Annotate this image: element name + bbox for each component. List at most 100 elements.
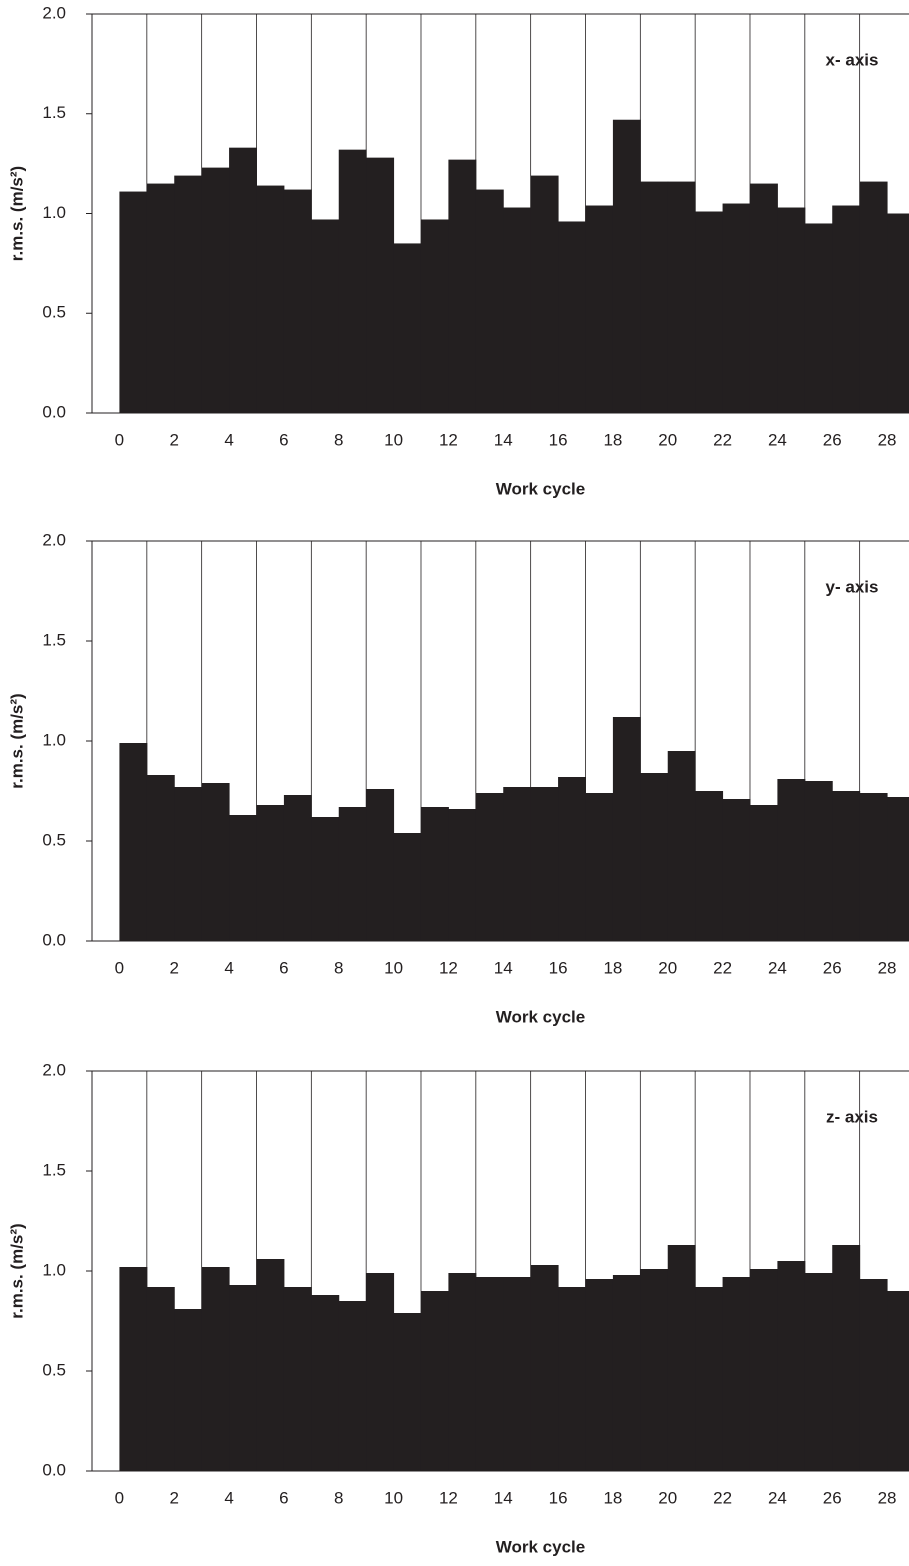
- y-tick-label: 2.0: [42, 530, 66, 549]
- x-tick-label: 14: [494, 430, 513, 449]
- bar: [859, 793, 888, 941]
- bar: [804, 1273, 833, 1471]
- bar: [558, 1287, 586, 1471]
- bar: [667, 181, 696, 413]
- bar: [777, 207, 806, 413]
- bar: [420, 807, 449, 941]
- bar: [119, 1267, 148, 1471]
- bar: [585, 1279, 614, 1471]
- x-tick-label: 20: [658, 958, 677, 977]
- y-tick-label: 0.5: [42, 303, 66, 322]
- bar: [530, 1265, 559, 1471]
- bar: [777, 1261, 806, 1471]
- y-tick-label: 0.5: [42, 1360, 66, 1379]
- x-tick-label: 10: [384, 430, 403, 449]
- bar: [804, 781, 833, 941]
- x-tick-label: 12: [439, 430, 458, 449]
- y-tick-label: 1.0: [42, 730, 66, 749]
- bar: [749, 183, 778, 413]
- x-tick-label: 0: [115, 1488, 124, 1507]
- x-tick-label: 28: [878, 958, 897, 977]
- x-tick-label: 14: [494, 958, 513, 977]
- bar: [146, 1287, 175, 1471]
- bar: [887, 797, 909, 941]
- bar: [311, 1295, 340, 1471]
- x-tick-label: 18: [603, 430, 622, 449]
- bar: [777, 779, 806, 941]
- bar: [530, 787, 559, 941]
- bar: [722, 1277, 751, 1471]
- chart-panel: 0.00.51.01.52.00 2 4 6 8 10 12 14 16 18 20 22 24 26 28…: [7, 1060, 909, 1556]
- bar: [859, 181, 888, 413]
- y-tick-label: 0.5: [42, 830, 66, 849]
- y-tick-label: 2.0: [42, 3, 66, 22]
- bar: [201, 783, 230, 941]
- bar: [338, 807, 367, 941]
- bar: [832, 205, 861, 413]
- x-tick-label: 2: [170, 430, 179, 449]
- x-tick-label: 2: [170, 958, 179, 977]
- x-tick-label: 4: [224, 430, 233, 449]
- x-tick-label: 20: [658, 430, 677, 449]
- x-tick-label: 22: [713, 1488, 732, 1507]
- bar: [366, 1273, 395, 1471]
- bar: [201, 1267, 230, 1471]
- x-tick-label: 18: [603, 1488, 622, 1507]
- y-tick-label: 2.0: [42, 1060, 66, 1079]
- bar: [475, 189, 504, 413]
- x-axis-title: Work cycle: [496, 479, 585, 498]
- x-tick-label: 8: [334, 958, 343, 977]
- bar: [338, 149, 367, 413]
- annotation: z- axis: [826, 1107, 878, 1126]
- y-tick-label: 1.5: [42, 103, 66, 122]
- y-axis-title: r.m.s. (m/s²): [7, 693, 26, 788]
- x-tick-label: 0: [115, 958, 124, 977]
- bar: [119, 743, 148, 941]
- bar: [722, 203, 751, 413]
- x-tick-label: 0: [115, 430, 124, 449]
- bar: [585, 793, 614, 941]
- x-tick-label: 24: [768, 430, 787, 449]
- bar: [393, 243, 422, 413]
- bar: [667, 1245, 696, 1471]
- bar: [229, 147, 257, 414]
- x-tick-label: 12: [439, 958, 458, 977]
- bar: [174, 175, 203, 413]
- bar: [503, 1277, 532, 1471]
- x-tick-label: 28: [878, 1488, 897, 1507]
- bar: [229, 815, 257, 941]
- x-tick-label: 6: [279, 1488, 288, 1507]
- bar: [256, 185, 285, 413]
- bar: [503, 787, 532, 941]
- x-tick-label: 20: [658, 1488, 677, 1507]
- y-axis-title: r.m.s. (m/s²): [7, 1223, 26, 1318]
- bar: [887, 213, 909, 413]
- bar: [366, 157, 395, 413]
- bar: [256, 1259, 285, 1471]
- bar: [612, 1275, 641, 1471]
- x-tick-label: 4: [224, 1488, 233, 1507]
- bar: [229, 1285, 257, 1471]
- bar: [420, 219, 449, 413]
- bar: [393, 833, 422, 941]
- x-tick-label: 14: [494, 1488, 513, 1507]
- x-tick-label: 22: [713, 958, 732, 977]
- x-tick-label: 22: [713, 430, 732, 449]
- bar: [832, 1245, 861, 1471]
- x-tick-label: 24: [768, 1488, 787, 1507]
- bar: [283, 189, 312, 413]
- bar: [393, 1313, 422, 1471]
- bar: [640, 1269, 669, 1471]
- x-tick-label: 10: [384, 1488, 403, 1507]
- x-tick-label: 10: [384, 958, 403, 977]
- bar: [667, 751, 696, 941]
- bar: [366, 789, 395, 941]
- bar: [283, 1287, 312, 1471]
- bar: [475, 793, 504, 941]
- annotation: y- axis: [826, 577, 879, 596]
- bar: [695, 791, 724, 941]
- y-tick-label: 1.0: [42, 1260, 66, 1279]
- bar: [338, 1301, 367, 1471]
